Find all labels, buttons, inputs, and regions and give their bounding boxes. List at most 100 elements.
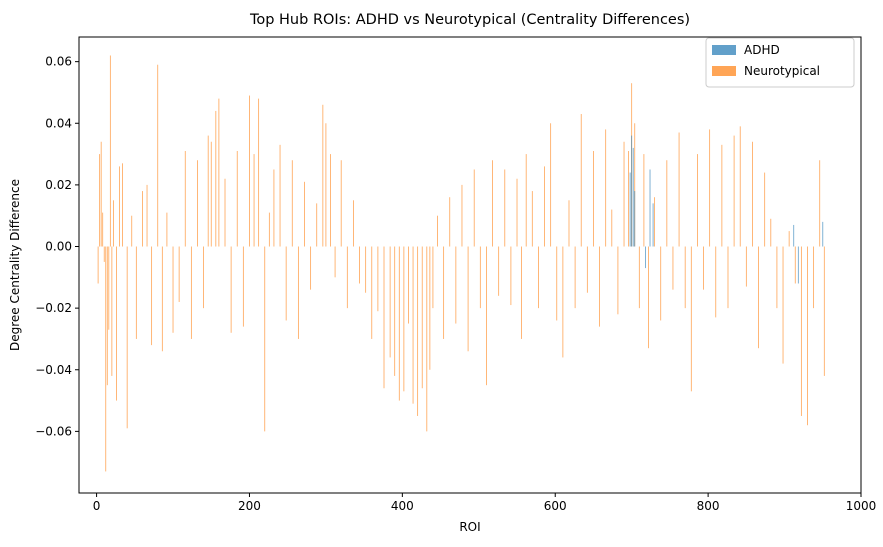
bar-neurotypical (449, 197, 451, 247)
bar-neurotypical (697, 154, 698, 247)
bar-neurotypical (739, 126, 741, 247)
bar-neurotypical (611, 209, 613, 247)
bar-neurotypical (521, 246, 522, 339)
bar-neurotypical (178, 246, 180, 302)
bar-neurotypical (279, 144, 281, 247)
bar-neurotypical (429, 246, 431, 370)
bar-neurotypical (623, 141, 625, 247)
bar-neurotypical (408, 246, 409, 324)
bar-neurotypical (215, 110, 217, 247)
bar-neurotypical (455, 246, 457, 324)
legend-swatch-neurotypical (712, 66, 736, 76)
bar-neurotypical (112, 200, 114, 247)
legend-swatch-adhd (712, 45, 736, 55)
bar-neurotypical (297, 246, 299, 339)
bar-neurotypical (479, 246, 481, 309)
x-tick-label: 800 (697, 499, 720, 513)
bar-neurotypical (105, 246, 107, 472)
bar-neurotypical (122, 163, 123, 247)
bar-neurotypical (690, 246, 692, 392)
bar-adhd (793, 224, 795, 247)
bar-neurotypical (605, 129, 607, 247)
legend: ADHD Neurotypical (705, 37, 855, 88)
bar-neurotypical (819, 160, 821, 247)
bar-neurotypical (151, 246, 153, 346)
bar-neurotypical (119, 166, 120, 247)
bar-adhd (649, 169, 651, 247)
bar-neurotypical (660, 246, 662, 321)
bar-neurotypical (264, 246, 266, 432)
bar-neurotypical (285, 246, 287, 321)
x-tick-label: 600 (544, 499, 567, 513)
y-tick-label: 0.00 (45, 240, 72, 254)
bar-neurotypical (365, 246, 367, 293)
bar-neurotypical (461, 184, 463, 247)
bar-neurotypical (389, 246, 391, 358)
bar-adhd (652, 203, 654, 247)
bar-neurotypical (273, 169, 275, 247)
bar-neurotypical (421, 246, 423, 389)
bar-neurotypical (764, 172, 766, 247)
bar-neurotypical (325, 123, 327, 247)
bar-neurotypical (437, 215, 438, 247)
bar-neurotypical (599, 246, 600, 327)
bar-neurotypical (161, 246, 163, 352)
bar-neurotypical (684, 246, 686, 309)
bar-adhd (629, 172, 631, 247)
bar-neurotypical (467, 246, 469, 352)
bar-neurotypical (230, 246, 232, 333)
bar-neurotypical (586, 246, 588, 293)
bar-neurotypical (316, 203, 318, 247)
bars-layer (97, 55, 825, 472)
bar-neurotypical (544, 166, 545, 247)
x-axis-label: ROI (459, 520, 480, 534)
bar-neurotypical (330, 154, 331, 247)
bar-neurotypical (340, 160, 342, 247)
bar-neurotypical (643, 154, 645, 247)
bar-adhd (631, 135, 633, 247)
bar-neurotypical (334, 246, 336, 278)
bar-adhd (634, 191, 636, 247)
bar-neurotypical (190, 246, 192, 339)
bar-neurotypical (823, 246, 825, 376)
bar-neurotypical (102, 212, 104, 247)
bar-neurotypical (473, 169, 475, 247)
bar-neurotypical (776, 246, 778, 309)
bar-neurotypical (377, 246, 379, 312)
bar-neurotypical (770, 218, 772, 247)
bar-neurotypical (291, 160, 293, 247)
bar-neurotypical (617, 246, 619, 315)
bar-neurotypical (142, 191, 143, 247)
y-tick-label: 0.06 (45, 55, 72, 69)
bar-neurotypical (721, 144, 723, 247)
bar-neurotypical (788, 231, 790, 247)
bar-neurotypical (531, 191, 533, 247)
bar-neurotypical (242, 246, 244, 327)
bar-neurotypical (412, 246, 414, 404)
bar-neurotypical (654, 197, 656, 247)
bar-neurotypical (443, 246, 445, 339)
bar-neurotypical (109, 55, 111, 247)
bar-neurotypical (99, 154, 101, 247)
bar-neurotypical (486, 246, 487, 386)
legend-label-neurotypical: Neurotypical (744, 64, 820, 78)
bar-neurotypical (103, 246, 105, 262)
bar-neurotypical (135, 246, 137, 339)
y-tick-label: −0.06 (35, 424, 72, 438)
bar-neurotypical (807, 246, 808, 426)
x-axis-ticks: 0 200 400 600 800 1000 (93, 493, 876, 513)
bar-neurotypical (166, 212, 168, 247)
bar-neurotypical (562, 246, 564, 358)
bar-neurotypical (800, 246, 802, 416)
x-tick-label: 0 (93, 499, 101, 513)
bar-neurotypical (304, 181, 305, 247)
legend-frame (705, 37, 855, 88)
y-axis-ticks: −0.06 −0.04 −0.02 0.00 0.02 0.04 0.06 (35, 55, 79, 438)
bar-neurotypical (556, 246, 558, 321)
bar-neurotypical (111, 246, 113, 376)
plot-area (78, 36, 862, 494)
bar-neurotypical (371, 246, 373, 339)
bar-neurotypical (100, 141, 102, 247)
